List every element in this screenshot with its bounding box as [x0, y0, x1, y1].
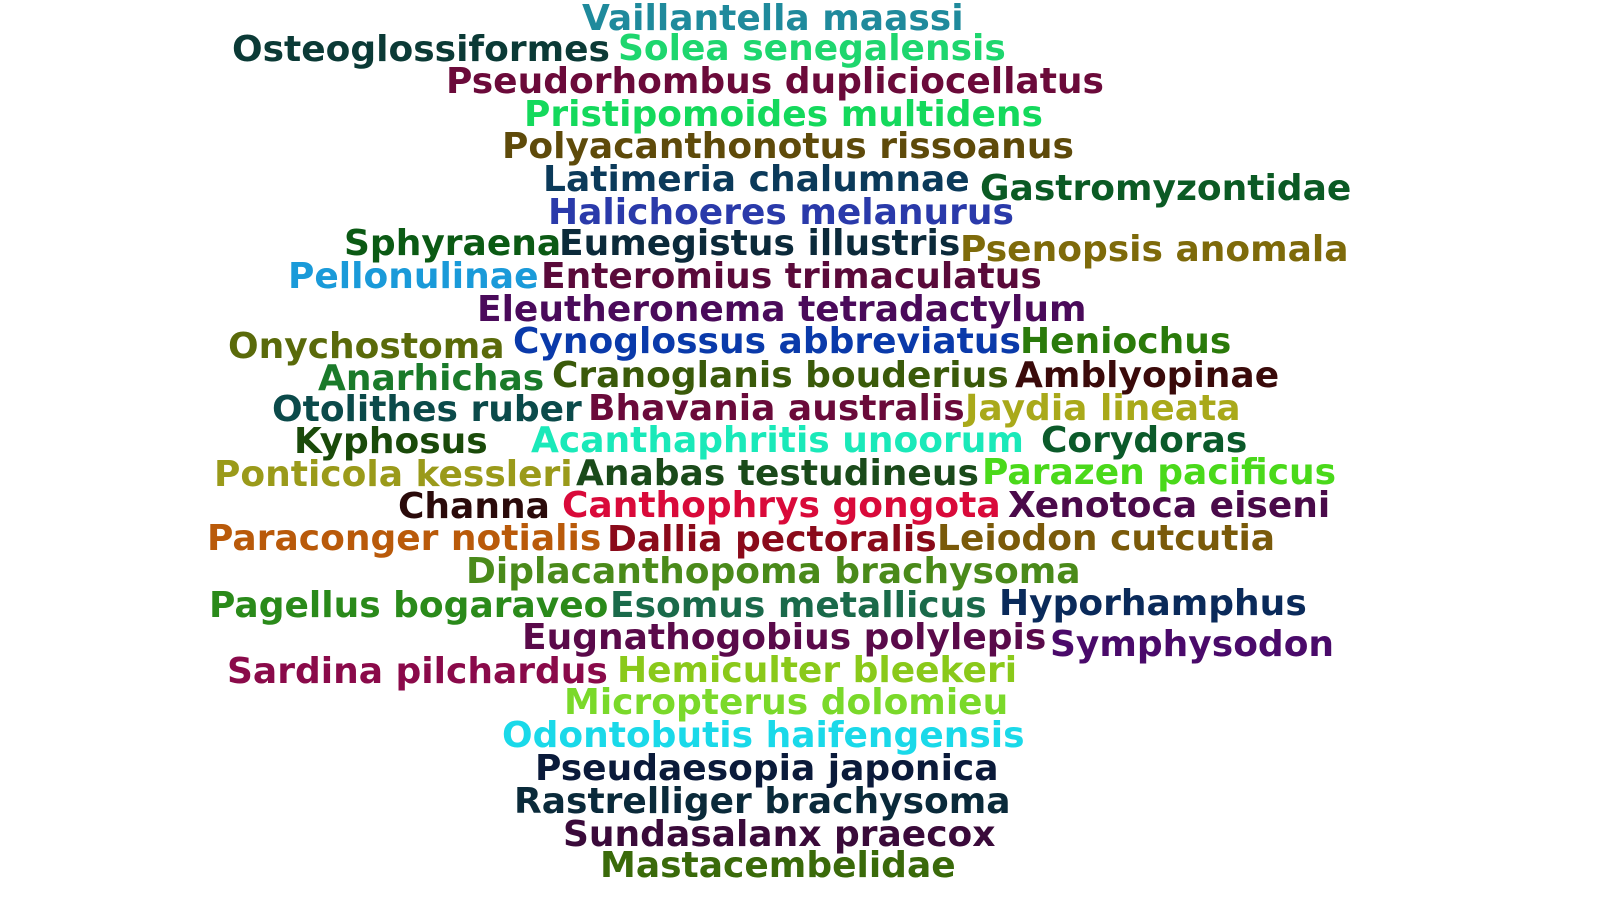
word: Cranoglanis bouderius: [552, 355, 1009, 396]
word: Corydoras: [1041, 420, 1248, 461]
word: Sundasalanx praecox: [563, 814, 996, 855]
word: Pellonulinae: [288, 256, 539, 297]
word: Pseudaesopia japonica: [535, 748, 999, 789]
word: Anabas testudineus: [576, 453, 979, 494]
word: Leiodon cutcutia: [937, 518, 1276, 559]
word: Paraconger notialis: [207, 518, 602, 559]
word: Pristipomoides multidens: [524, 94, 1043, 135]
word: Onychostoma: [228, 326, 505, 367]
word: Micropterus dolomieu: [564, 682, 1009, 723]
word: Canthophrys gongota: [562, 485, 1001, 526]
word: Eumegistus illustris: [559, 223, 961, 264]
word: Acanthaphritis unoorum: [531, 420, 1024, 461]
word: Eugnathogobius polylepis: [522, 617, 1047, 658]
word: Diplacanthopoma brachysoma: [466, 551, 1081, 592]
word: Heniochus: [1020, 321, 1232, 362]
word: Sardina pilchardus: [227, 651, 608, 692]
word: Parazen pacificus: [982, 452, 1337, 493]
word: Otolithes ruber: [272, 389, 582, 430]
word: Gastromyzontidae: [980, 168, 1352, 209]
word: Rastrelliger brachysoma: [514, 781, 1011, 822]
word: Hyporhamphus: [999, 583, 1307, 624]
word: Channa: [398, 486, 550, 527]
word: Xenotoca eiseni: [1008, 485, 1331, 526]
word: Polyacanthonotus rissoanus: [502, 126, 1074, 167]
word: Dallia pectoralis: [607, 519, 937, 560]
word: Symphysodon: [1050, 624, 1335, 665]
word: Ponticola kessleri: [214, 454, 573, 495]
word: Sphyraena: [344, 223, 562, 264]
word: Mastacembelidae: [600, 845, 956, 886]
word: Vaillantella maassi: [582, 0, 964, 39]
word: Eleutheronema tetradactylum: [477, 289, 1087, 330]
word: Latimeria chalumnae: [543, 159, 970, 200]
word: Cynoglossus abbreviatus: [513, 321, 1021, 362]
word: Solea senegalensis: [618, 28, 1006, 69]
word: Halichoeres melanurus: [548, 192, 1014, 233]
word: Enteromius trimaculatus: [541, 256, 1042, 297]
word: Odontobutis haifengensis: [502, 715, 1025, 756]
word: Anarhichas: [318, 358, 545, 399]
word: Kyphosus: [294, 421, 488, 462]
word: Amblyopinae: [1015, 355, 1280, 396]
word: Osteoglossiformes: [232, 29, 610, 70]
word: Bhavania australis: [588, 388, 965, 429]
word: Hemiculter bleekeri: [617, 650, 1018, 691]
word: Pseudorhombus dupliciocellatus: [446, 61, 1104, 102]
word: Jaydia lineata: [965, 388, 1241, 429]
word: Psenopsis anomala: [960, 229, 1349, 270]
word: Esomus metallicus: [610, 585, 987, 626]
word: Pagellus bogaraveo: [209, 585, 609, 626]
